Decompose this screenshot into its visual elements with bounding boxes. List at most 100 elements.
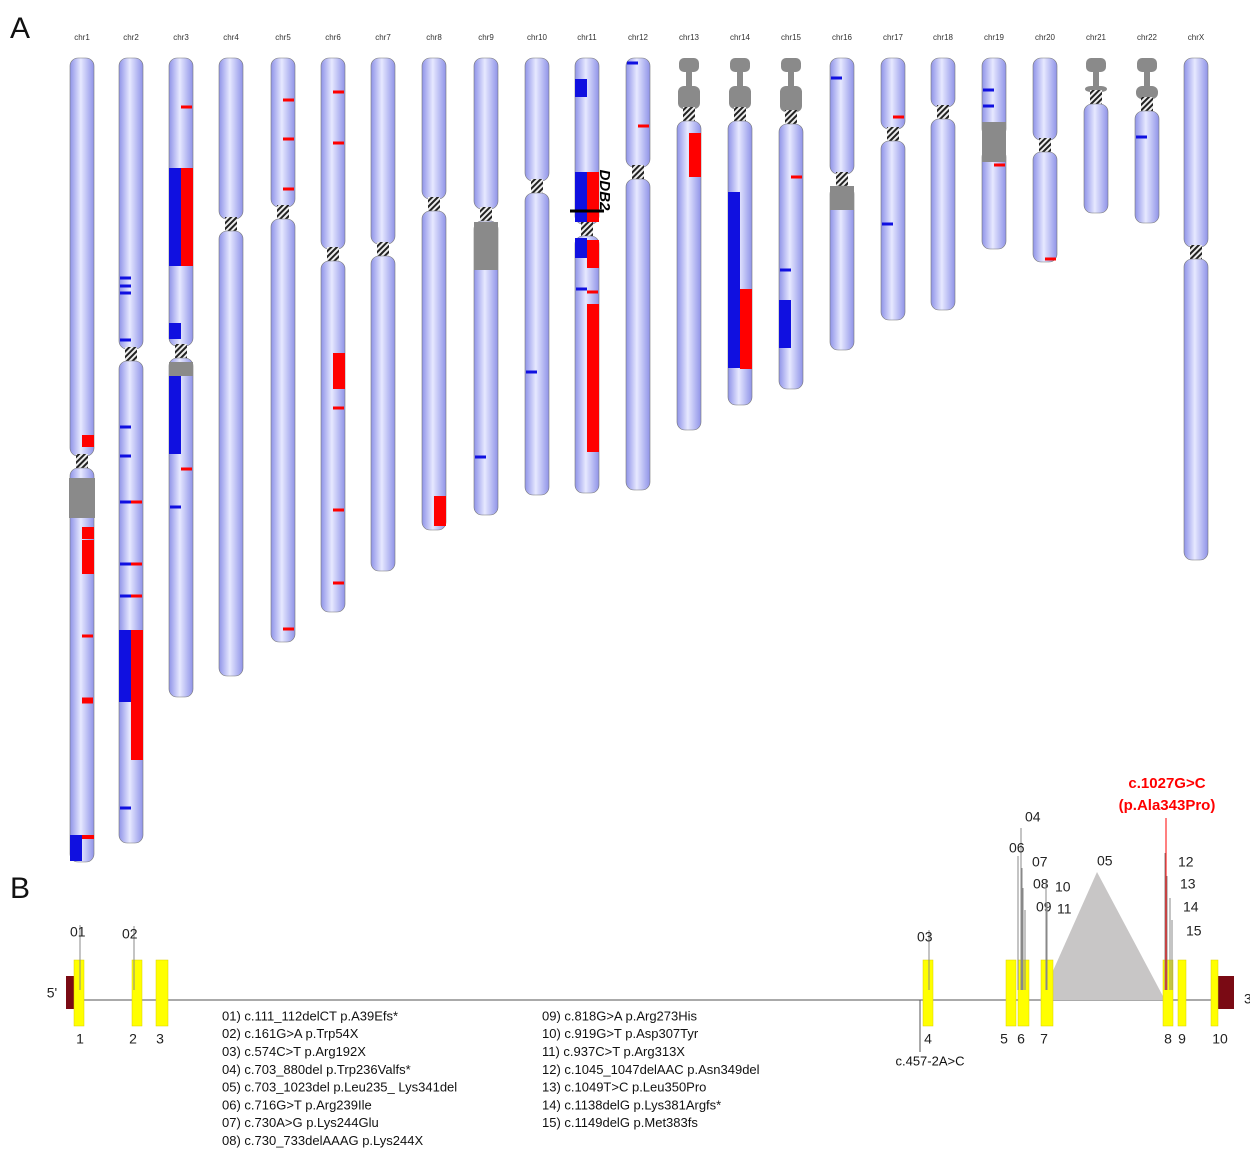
region — [587, 240, 599, 268]
region-tick — [170, 506, 181, 509]
centromere — [225, 217, 237, 233]
variant-description: 15) c.1149delG p.Met383fs — [542, 1115, 698, 1130]
centromere — [1090, 90, 1102, 106]
exon — [156, 960, 168, 1026]
region — [434, 496, 446, 526]
region — [181, 168, 193, 266]
centromere — [1141, 97, 1153, 113]
region — [169, 362, 193, 376]
short-arm — [1184, 58, 1208, 247]
chromosome-label: chr15 — [781, 33, 802, 42]
long-arm — [219, 231, 243, 676]
stalk — [686, 72, 692, 86]
chromosome-label: chrX — [1188, 33, 1205, 42]
long-arm — [830, 186, 854, 350]
region-tick — [893, 116, 904, 119]
variant-id: 10 — [1055, 879, 1071, 895]
exon-number: 1 — [76, 1031, 84, 1047]
region-tick — [983, 105, 994, 108]
region-tick — [638, 125, 649, 128]
short-arm — [271, 58, 295, 207]
variant-id: 13 — [1180, 876, 1196, 892]
long-arm — [422, 211, 446, 530]
region — [689, 133, 701, 177]
region-tick — [131, 563, 142, 566]
variant-description: 02) c.161G>A p.Trp54X — [222, 1026, 359, 1041]
utr-5 — [66, 976, 75, 1009]
variant-description: 11) c.937C>T p.Arg313X — [542, 1044, 685, 1059]
chromosome-label: chr4 — [223, 33, 239, 42]
centromere — [632, 165, 644, 181]
stalk — [737, 72, 743, 86]
long-arm — [1135, 111, 1159, 223]
region — [131, 630, 143, 760]
splice-label: c.457-2A>C — [895, 1053, 964, 1068]
chromosome-label: chr14 — [730, 33, 751, 42]
exon-number: 5 — [1000, 1031, 1008, 1047]
region — [982, 122, 1006, 162]
variant-description: 03) c.574C>T p.Arg192X — [222, 1044, 366, 1059]
variant-id: 06 — [1009, 840, 1025, 856]
chromosome-label: chr10 — [527, 33, 548, 42]
region — [830, 186, 854, 210]
variant-id: 12 — [1178, 854, 1194, 870]
gene-label: DDB2 — [596, 170, 613, 211]
chromosome-label: chr18 — [933, 33, 954, 42]
centromere — [937, 105, 949, 121]
region-tick — [120, 285, 131, 288]
variant-description: 06) c.716G>T p.Arg239Ile — [222, 1097, 372, 1112]
satellite — [781, 58, 801, 72]
region-tick — [181, 468, 192, 471]
exon-number: 9 — [1178, 1031, 1186, 1047]
variant-description: 12) c.1045_1047delAAC p.Asn349del — [542, 1062, 760, 1077]
chromosome-label: chr12 — [628, 33, 649, 42]
region-tick — [82, 635, 93, 638]
exon-number: 10 — [1212, 1031, 1228, 1047]
centromere — [785, 110, 797, 126]
region — [575, 79, 587, 97]
region-tick — [994, 164, 1005, 167]
variant-id: 02 — [122, 926, 138, 942]
long-arm — [525, 193, 549, 495]
region-tick — [82, 698, 93, 701]
variant-id: 14 — [1183, 899, 1199, 915]
centromere — [734, 107, 746, 123]
panel-label: A — [10, 12, 30, 45]
exon-number: 8 — [1164, 1031, 1172, 1047]
stalk — [1144, 72, 1150, 86]
chromosome-label: chr11 — [577, 33, 597, 42]
region-tick — [791, 176, 802, 179]
highlight-label: (p.Ala343Pro) — [1119, 797, 1216, 814]
satellite — [1086, 58, 1106, 72]
satellite — [730, 58, 750, 72]
chromosome-label: chr17 — [883, 33, 904, 42]
region — [728, 192, 740, 368]
short-arm — [321, 58, 345, 249]
exon — [1178, 960, 1186, 1026]
exon — [74, 960, 84, 1026]
centromere — [76, 454, 88, 470]
region-tick — [131, 595, 142, 598]
region-tick — [120, 595, 131, 598]
variant-id: 15 — [1186, 923, 1202, 939]
chromosome-label: chr2 — [123, 33, 139, 42]
variant-id: 01 — [70, 924, 86, 940]
region — [740, 289, 752, 369]
short-arm — [931, 58, 955, 107]
centromere — [277, 205, 289, 221]
centromere — [581, 222, 593, 238]
region-tick — [882, 223, 893, 226]
short-arm — [830, 58, 854, 174]
exon-number: 3 — [156, 1031, 164, 1047]
short-arm — [371, 58, 395, 244]
centromere — [1190, 245, 1202, 261]
variant-description: 09) c.818G>A p.Arg273His — [542, 1008, 698, 1023]
region — [587, 304, 599, 452]
centromere — [377, 242, 389, 258]
short-arm — [70, 58, 94, 456]
long-arm — [1033, 152, 1057, 262]
long-arm — [321, 261, 345, 612]
short-arm — [729, 86, 751, 109]
centromere — [480, 207, 492, 223]
panel-label: B — [10, 872, 30, 905]
